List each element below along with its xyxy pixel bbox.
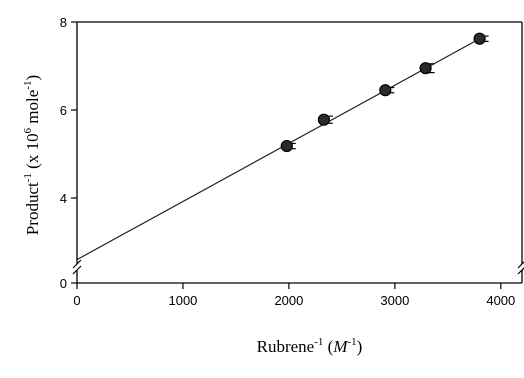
data-point bbox=[280, 139, 293, 153]
y-tick-label: 6 bbox=[60, 103, 67, 118]
right-axis-break-mark-upper bbox=[517, 261, 524, 269]
data-point bbox=[473, 32, 486, 45]
y-axis-break-mark-lower bbox=[72, 265, 82, 275]
fit-line bbox=[76, 38, 480, 261]
right-axis-break-mark-lower bbox=[517, 267, 524, 275]
x-axis-title-unit-sup: -1 bbox=[348, 336, 357, 348]
x-axis-title-main: Rubrene bbox=[257, 337, 315, 356]
y-tick-label: 0 bbox=[60, 276, 67, 291]
x-axis-title-unit-open: ( bbox=[323, 337, 333, 356]
y-axis-title-unit-open: (x 10 bbox=[23, 133, 42, 173]
x-tick-label: 1000 bbox=[168, 293, 197, 308]
y-axis-title: Product-1 (x 106 mole-1) bbox=[22, 75, 42, 235]
axes bbox=[71, 21, 524, 289]
y-axis-title-unit-sup2: -1 bbox=[22, 81, 34, 90]
fit-line-layer bbox=[76, 38, 480, 261]
y-axis-title-unit-sup: 6 bbox=[22, 127, 34, 133]
data-points bbox=[280, 32, 489, 153]
x-tick-label: 2000 bbox=[274, 293, 303, 308]
y-axis-title-unit-close: ) bbox=[23, 75, 42, 81]
x-tick-label: 0 bbox=[73, 293, 80, 308]
y-axis-title-unit-mid: mole bbox=[23, 90, 42, 128]
x-axis-title: Rubrene-1 (M-1) bbox=[257, 336, 363, 356]
data-point bbox=[317, 113, 330, 126]
x-tick-label: 4000 bbox=[486, 293, 515, 308]
y-axis-title-main: Product bbox=[23, 182, 42, 235]
data-point bbox=[419, 62, 432, 75]
y-axis-title-sup: -1 bbox=[22, 173, 34, 182]
x-axis-title-sup: -1 bbox=[314, 336, 323, 348]
y-tick-label: 8 bbox=[60, 15, 67, 30]
x-axis-title-unit-close: ) bbox=[357, 337, 363, 356]
y-axis-break-mark-upper bbox=[72, 259, 82, 269]
plot-area: 0 1000 2000 3000 4000 0 4 6 8 bbox=[60, 15, 524, 308]
x-axis-title-unit: M bbox=[332, 337, 348, 356]
tick-labels: 0 1000 2000 3000 4000 0 4 6 8 bbox=[60, 15, 516, 308]
data-point bbox=[379, 84, 392, 97]
y-tick-label: 4 bbox=[60, 191, 67, 206]
x-tick-label: 3000 bbox=[380, 293, 409, 308]
